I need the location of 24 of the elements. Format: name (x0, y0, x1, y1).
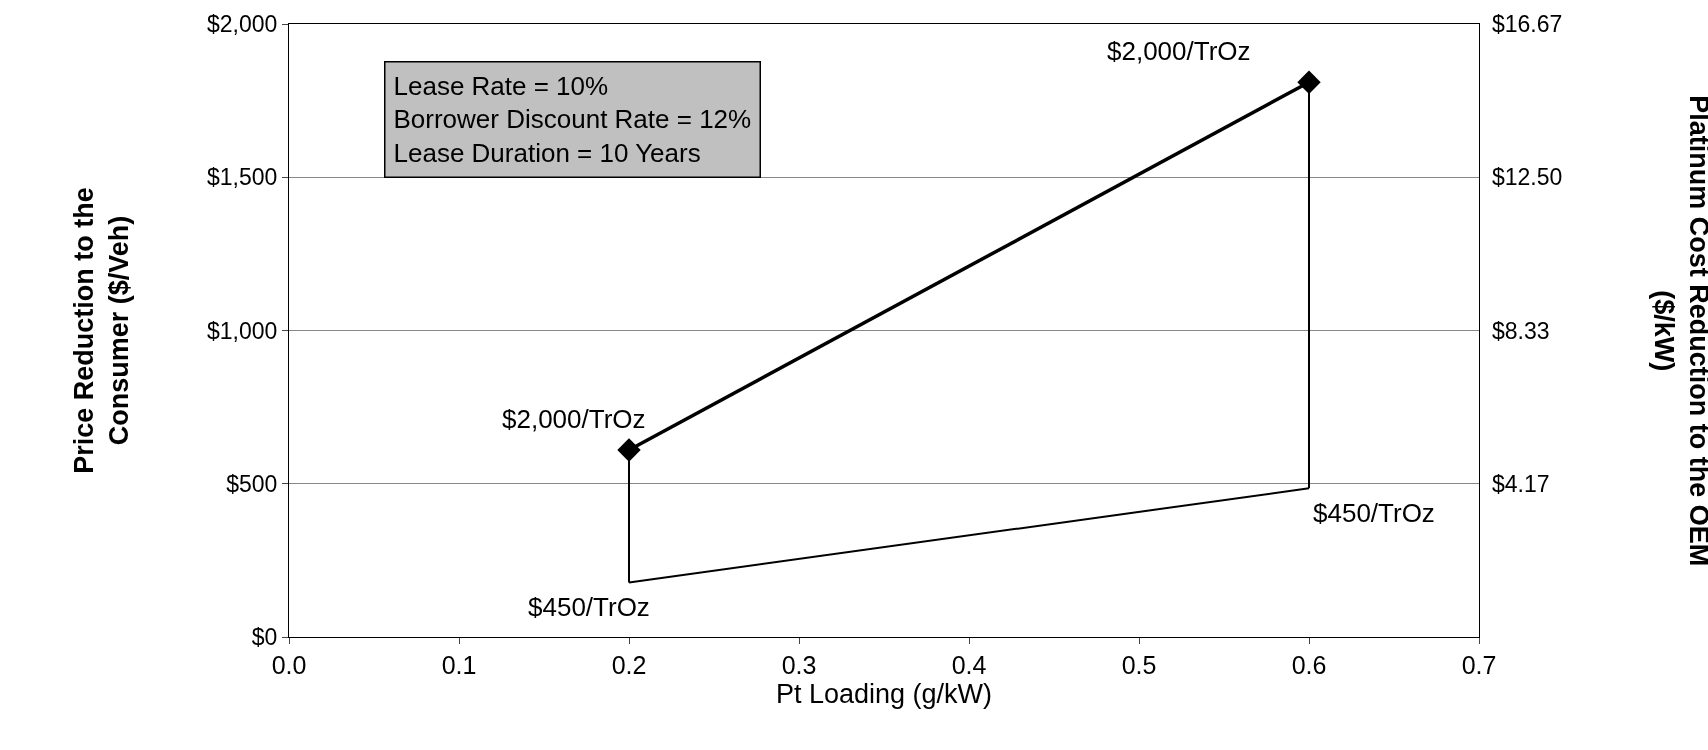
y-tick-label: $0 (251, 624, 278, 651)
y2-tick-label: $12.50 (1492, 164, 1563, 191)
x-tick-label: 0.1 (441, 651, 477, 679)
y-tick-label: $1,500 (207, 164, 278, 191)
text: $450/TrOz (528, 592, 650, 622)
text: $2,000/TrOz (1107, 36, 1251, 66)
x-tick-label: 0.2 (611, 651, 647, 679)
x-tick-label: 0.0 (271, 651, 307, 679)
y-tick-label: $1,000 (207, 317, 278, 344)
x-tick-label: 0.7 (1461, 651, 1497, 679)
x-tick-label: 0.5 (1121, 651, 1157, 679)
x-tick-label: 0.6 (1291, 651, 1327, 679)
series-label: $2,000/TrOz (502, 404, 646, 434)
x-tick-label: 0.4 (951, 651, 987, 679)
annotation: Lease Rate = 10% Borrower Discount Rate = 12% Lease Duration = 10 Years (393, 70, 752, 169)
series-label: $450/TrOz (1313, 498, 1435, 528)
y-axis-title: Price Reduction to the Consumer ($/Veh) (68, 187, 135, 474)
x-axis-title: Pt Loading (g/kW) (775, 679, 993, 709)
y2-tick-label: $8.33 (1492, 317, 1550, 344)
y2-tick-label: $4.17 (1492, 470, 1550, 497)
y2-tick-label: $16.67 (1492, 11, 1563, 38)
y-tick-label: $2,000 (207, 11, 278, 38)
y-tick-label: $500 (226, 470, 278, 497)
x-tick-label: 0.3 (781, 651, 817, 679)
